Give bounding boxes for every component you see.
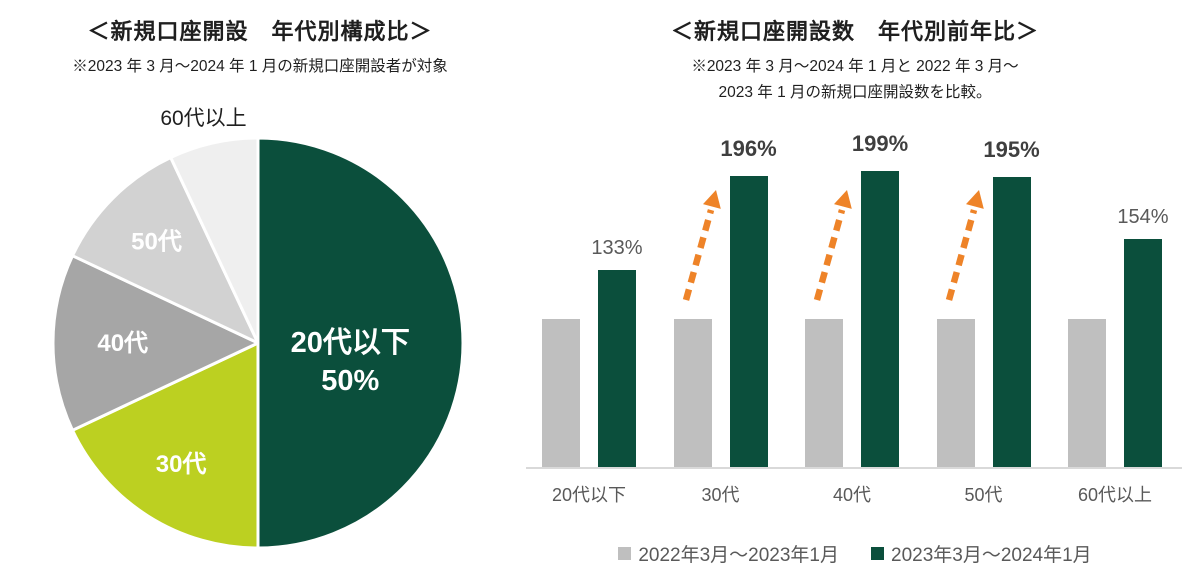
bar-group-50s: 195% [936,128,1040,468]
category-label-30s: 30代 [701,485,740,505]
category-label-60s-plus: 60代以上 [1077,485,1153,505]
increase-arrow-40s [813,190,852,301]
pie-label-60s-plus: 60代以上 [160,107,246,130]
bar-2023-50s [992,177,1031,468]
bar-group-30s: 196% [673,128,777,468]
bar-group-60s-plus: 154% [1068,128,1169,468]
category-label-40s: 40代 [832,485,872,505]
pie-slice-30s [71,341,260,550]
bar-chart-subtitle-line2: 2023 年 1 月の新規口座開設数を比較。 [718,84,992,101]
increase-arrow-50s [945,190,984,301]
value-label-under-20s: 133% [591,237,643,259]
legend: 2022年3月～2023年1月 2023年3月～2024年1月 [530,540,1180,567]
pie-label-30s: 30代 [156,451,207,478]
pie-label-under-20s: 20代以下 [291,326,410,359]
pie-label-under-20s: 50% [321,365,379,397]
bar-group-40s: 199% [805,128,908,468]
bar-chart-title: ＜新規口座開設数 年代別前年比＞ [670,19,1039,44]
category-axis-labels: 20代以下 30代 40代 50代 60代以上 [542,481,1162,507]
pie-label-50s: 50代 [131,229,182,256]
value-label-40s: 199% [851,131,909,156]
pie-slice-50s [71,156,260,345]
category-label-50s: 50代 [964,485,1003,505]
legend-swatch-2023-period [871,547,884,560]
value-label-50s: 195% [983,137,1040,162]
bar-2023-under-20s [598,270,636,468]
increase-arrow-30s [682,190,721,301]
value-label-30s: 196% [720,136,777,161]
bar-chart-subtitle-line1: ※2023 年 3 月～2024 年 1 月と 2022 年 3 月～ [691,58,1019,75]
bar-2022-under-20s [542,319,580,468]
legend-label-2023-period: 2023年3月～2024年1月 [891,545,1092,566]
bar-2022-60s-plus [1068,319,1106,468]
legend-swatch-2022-period [618,547,632,560]
pie-chart-subtitle: ※2023 年 3 月～2024 年 1 月の新規口座開設者が対象 [72,58,448,75]
bar-chart: 133% 196% 199% 195% 154% [542,128,1169,468]
x-axis-line [526,467,1182,469]
bar-2022-40s [805,319,843,468]
pie-slice-60s-plus [169,136,260,345]
bar-2022-50s [936,319,975,468]
bar-2023-60s-plus [1124,239,1162,468]
category-label-under-20s: 20代以下 [551,485,627,505]
bar-2023-40s [861,171,899,468]
pie-slice-under-20s [256,136,465,550]
pie-slice-40s [51,254,260,432]
bar-2023-30s [729,176,768,468]
value-label-60s-plus: 154% [1117,206,1169,228]
pie-chart-title: ＜新規口座開設 年代別構成比＞ [87,19,433,44]
bar-2022-30s [673,319,712,468]
pie-label-40s: 40代 [97,330,148,357]
bar-group-under-20s: 133% [542,128,643,468]
pie-chart: 20代以下 50% 30代 40代 50代 60代以上 [51,107,465,550]
legend-label-2022-period: 2022年3月～2023年1月 [638,545,839,566]
